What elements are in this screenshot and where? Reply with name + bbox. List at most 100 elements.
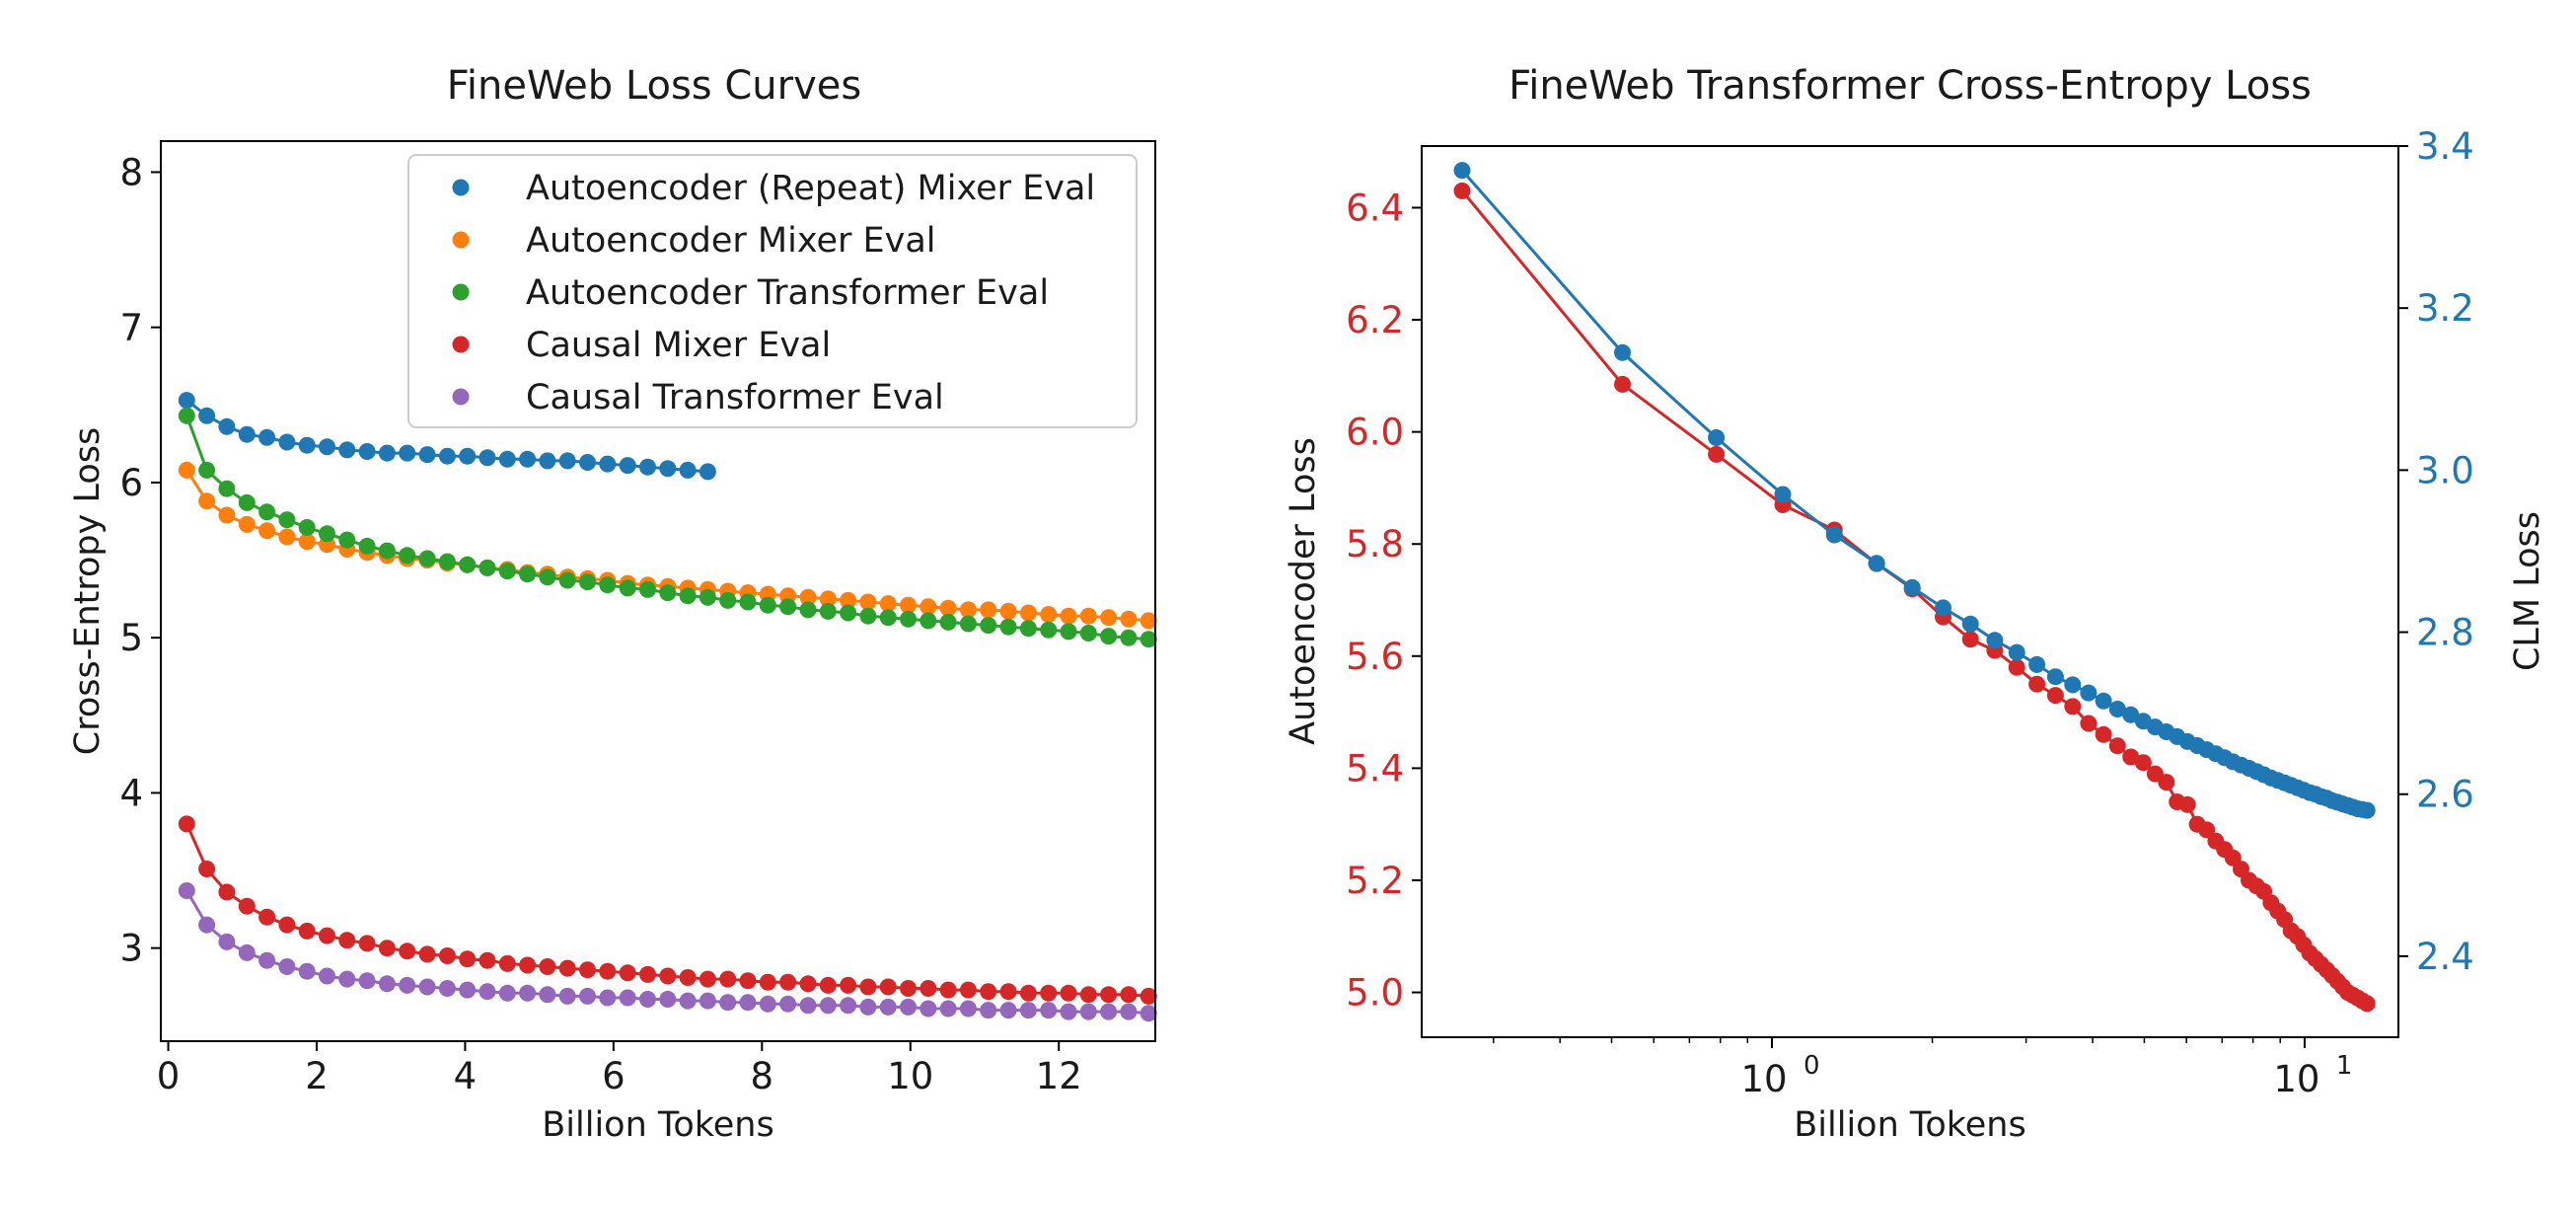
data-point-causal-transformer-eval — [338, 970, 356, 988]
data-point-causal-mixer-eval — [1120, 986, 1138, 1004]
data-point-clm-loss — [2108, 701, 2126, 717]
legend-marker-autoencoder-transformer-eval — [452, 283, 470, 301]
data-point-causal-mixer-eval — [900, 980, 917, 997]
data-point-autoencoder-mixer-eval — [1060, 607, 1077, 625]
series-line-autoencoder-loss — [1460, 189, 2368, 1006]
data-point-autoencoder-repeat-mixer-eval — [659, 460, 677, 478]
data-point-autoencoder-mixer-eval — [900, 596, 917, 614]
data-point-clm-loss — [2122, 706, 2140, 723]
data-point-autoencoder-transformer-eval — [959, 615, 977, 633]
legend-label-autoencoder-repeat-mixer-eval: Autoencoder (Repeat) Mixer Eval — [526, 169, 1095, 208]
data-point-causal-transformer-eval — [659, 991, 677, 1008]
data-point-causal-transformer-eval — [258, 951, 276, 969]
data-point-autoencoder-transformer-eval — [799, 601, 817, 619]
data-point-autoencoder-mixer-eval — [859, 593, 877, 611]
x-tick-label: 0 — [157, 1055, 181, 1097]
data-point-clm-loss — [1961, 615, 1979, 633]
y-tick-label: 5 — [119, 617, 143, 659]
data-point-causal-mixer-eval — [539, 958, 556, 975]
left-y-tick-label: 5.0 — [1346, 972, 1404, 1015]
y-tick-label: 3 — [119, 928, 143, 970]
x-tick-label: 8 — [751, 1055, 774, 1097]
data-point-causal-transformer-eval — [599, 989, 617, 1007]
legend-label-autoencoder-transformer-eval: Autoencoder Transformer Eval — [526, 273, 1049, 313]
data-point-clm-loss — [1986, 632, 2004, 649]
data-point-causal-transformer-eval — [999, 1002, 1017, 1019]
data-point-autoencoder-transformer-eval — [599, 576, 617, 594]
data-point-causal-mixer-eval — [779, 973, 797, 991]
y-tick-label: 6 — [119, 462, 143, 504]
data-point-causal-transformer-eval — [438, 980, 456, 997]
data-point-autoencoder-transformer-eval — [558, 571, 576, 589]
data-point-autoencoder-transformer-eval — [178, 407, 195, 424]
chart1-y-ticks: 3 4 5 6 7 8 — [119, 151, 161, 970]
data-point-clm-loss — [2095, 692, 2112, 710]
data-point-causal-transformer-eval — [980, 1002, 997, 1019]
data-point-autoencoder-repeat-mixer-eval — [619, 457, 636, 475]
data-point-autoencoder-transformer-eval — [378, 542, 396, 560]
data-point-autoencoder-loss — [2095, 725, 2112, 743]
data-point-autoencoder-transformer-eval — [198, 461, 216, 479]
data-point-clm-loss — [1614, 343, 1631, 361]
chart-transformer-ce-loss: FineWeb Transformer Cross-Entropy Loss 1… — [1284, 63, 2547, 1145]
data-point-clm-loss — [1868, 555, 1885, 572]
right-y-tick-label: 2.6 — [2416, 774, 2474, 816]
data-point-causal-transformer-eval — [879, 998, 897, 1016]
legend-label-causal-mixer-eval: Causal Mixer Eval — [526, 326, 831, 365]
data-point-autoencoder-repeat-mixer-eval — [238, 425, 256, 443]
data-point-causal-mixer-eval — [218, 883, 236, 901]
right-y-tick-label: 3.2 — [2416, 287, 2474, 330]
data-point-causal-transformer-eval — [719, 994, 737, 1012]
data-point-causal-mixer-eval — [999, 983, 1017, 1001]
chart-loss-curves: FineWeb Loss Curves 0 2 4 6 8 10 12 3 4 5 6 7 8 Bil… — [68, 63, 1157, 1145]
data-point-causal-mixer-eval — [198, 861, 216, 877]
data-point-autoencoder-repeat-mixer-eval — [399, 444, 416, 462]
x-tick-label: 12 — [1036, 1055, 1082, 1097]
data-point-clm-loss — [2028, 655, 2046, 673]
left-y-tick-label: 6.4 — [1346, 187, 1404, 229]
x-tick-label: 10 — [2273, 1058, 2319, 1100]
data-point-causal-transformer-eval — [418, 978, 436, 996]
data-point-autoencoder-transformer-eval — [539, 568, 556, 586]
data-point-causal-transformer-eval — [278, 958, 296, 975]
data-point-autoencoder-loss — [2108, 737, 2126, 755]
data-point-causal-mixer-eval — [438, 947, 456, 964]
data-point-autoencoder-repeat-mixer-eval — [579, 454, 596, 471]
data-point-causal-mixer-eval — [319, 927, 335, 944]
data-point-causal-transformer-eval — [1140, 1005, 1157, 1022]
data-point-autoencoder-mixer-eval — [258, 522, 276, 540]
legend-box — [407, 154, 1138, 428]
data-point-causal-transformer-eval — [198, 916, 216, 934]
data-point-autoencoder-transformer-eval — [418, 550, 436, 567]
left-y-tick-label: 5.4 — [1346, 747, 1404, 790]
data-point-autoencoder-transformer-eval — [819, 602, 837, 620]
chart1-x-ticks: 0 2 4 6 8 10 12 — [157, 1041, 1082, 1097]
data-point-autoencoder-repeat-mixer-eval — [558, 452, 576, 470]
data-point-causal-transformer-eval — [759, 995, 776, 1013]
data-point-autoencoder-transformer-eval — [498, 563, 516, 580]
data-point-causal-mixer-eval — [358, 935, 376, 952]
data-point-autoencoder-loss — [2064, 698, 2082, 716]
data-point-causal-transformer-eval — [920, 1000, 937, 1018]
data-point-autoencoder-repeat-mixer-eval — [198, 407, 216, 424]
data-point-autoencoder-mixer-eval — [959, 601, 977, 619]
data-point-autoencoder-loss — [1453, 182, 1471, 199]
data-point-autoencoder-transformer-eval — [619, 579, 636, 597]
data-point-causal-transformer-eval — [399, 976, 416, 994]
chart1-x-label: Billion Tokens — [542, 1105, 773, 1145]
data-point-autoencoder-repeat-mixer-eval — [539, 452, 556, 470]
data-point-autoencoder-transformer-eval — [699, 588, 716, 606]
data-point-autoencoder-mixer-eval — [920, 598, 937, 616]
data-point-autoencoder-loss — [2198, 821, 2216, 839]
data-point-autoencoder-loss — [1961, 631, 1979, 648]
left-y-tick-label: 6.0 — [1346, 412, 1404, 454]
chart2-x-ticks: 10 0 10 1 — [1492, 1037, 2352, 1100]
data-point-causal-transformer-eval — [378, 975, 396, 993]
data-point-autoencoder-mixer-eval — [819, 590, 837, 608]
data-point-autoencoder-transformer-eval — [1040, 621, 1058, 639]
x-tick-label: 4 — [454, 1055, 478, 1097]
data-point-autoencoder-repeat-mixer-eval — [478, 449, 496, 467]
data-point-causal-transformer-eval — [819, 997, 837, 1015]
data-point-autoencoder-mixer-eval — [1040, 606, 1058, 624]
data-point-autoencoder-loss — [2122, 748, 2140, 766]
